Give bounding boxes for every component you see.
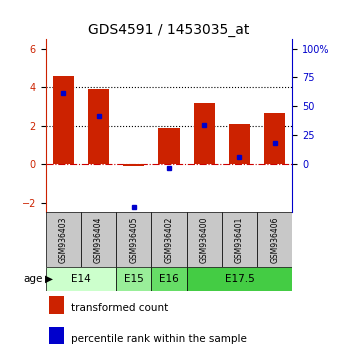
Bar [46, 267, 116, 291]
Bar [46, 212, 81, 267]
Bar [187, 267, 292, 291]
Bar [151, 212, 187, 267]
Text: GSM936402: GSM936402 [165, 217, 173, 263]
Text: E14: E14 [71, 274, 91, 284]
Bar [88, 89, 109, 164]
Text: E17.5: E17.5 [225, 274, 255, 284]
Text: GSM936403: GSM936403 [59, 217, 68, 263]
Bar [187, 212, 222, 267]
Bar [194, 103, 215, 164]
Text: ▶: ▶ [45, 274, 53, 284]
Bar [116, 267, 151, 291]
Text: E15: E15 [124, 274, 144, 284]
Text: age: age [23, 274, 42, 284]
Bar [151, 267, 187, 291]
Bar [49, 296, 64, 314]
Bar [222, 212, 257, 267]
Text: percentile rank within the sample: percentile rank within the sample [71, 334, 247, 344]
Text: E16: E16 [159, 274, 179, 284]
Bar [123, 164, 144, 166]
Bar [81, 212, 116, 267]
Text: GDS4591 / 1453035_at: GDS4591 / 1453035_at [88, 23, 250, 37]
Bar [49, 327, 64, 344]
Bar [159, 127, 179, 164]
Bar [116, 212, 151, 267]
Text: GSM936405: GSM936405 [129, 217, 138, 263]
Bar [53, 75, 74, 164]
Bar [229, 124, 250, 164]
Text: GSM936406: GSM936406 [270, 217, 279, 263]
Bar [264, 113, 285, 164]
Bar [257, 212, 292, 267]
Text: transformed count: transformed count [71, 303, 168, 313]
Text: GSM936404: GSM936404 [94, 217, 103, 263]
Text: GSM936401: GSM936401 [235, 217, 244, 263]
Text: GSM936400: GSM936400 [200, 217, 209, 263]
